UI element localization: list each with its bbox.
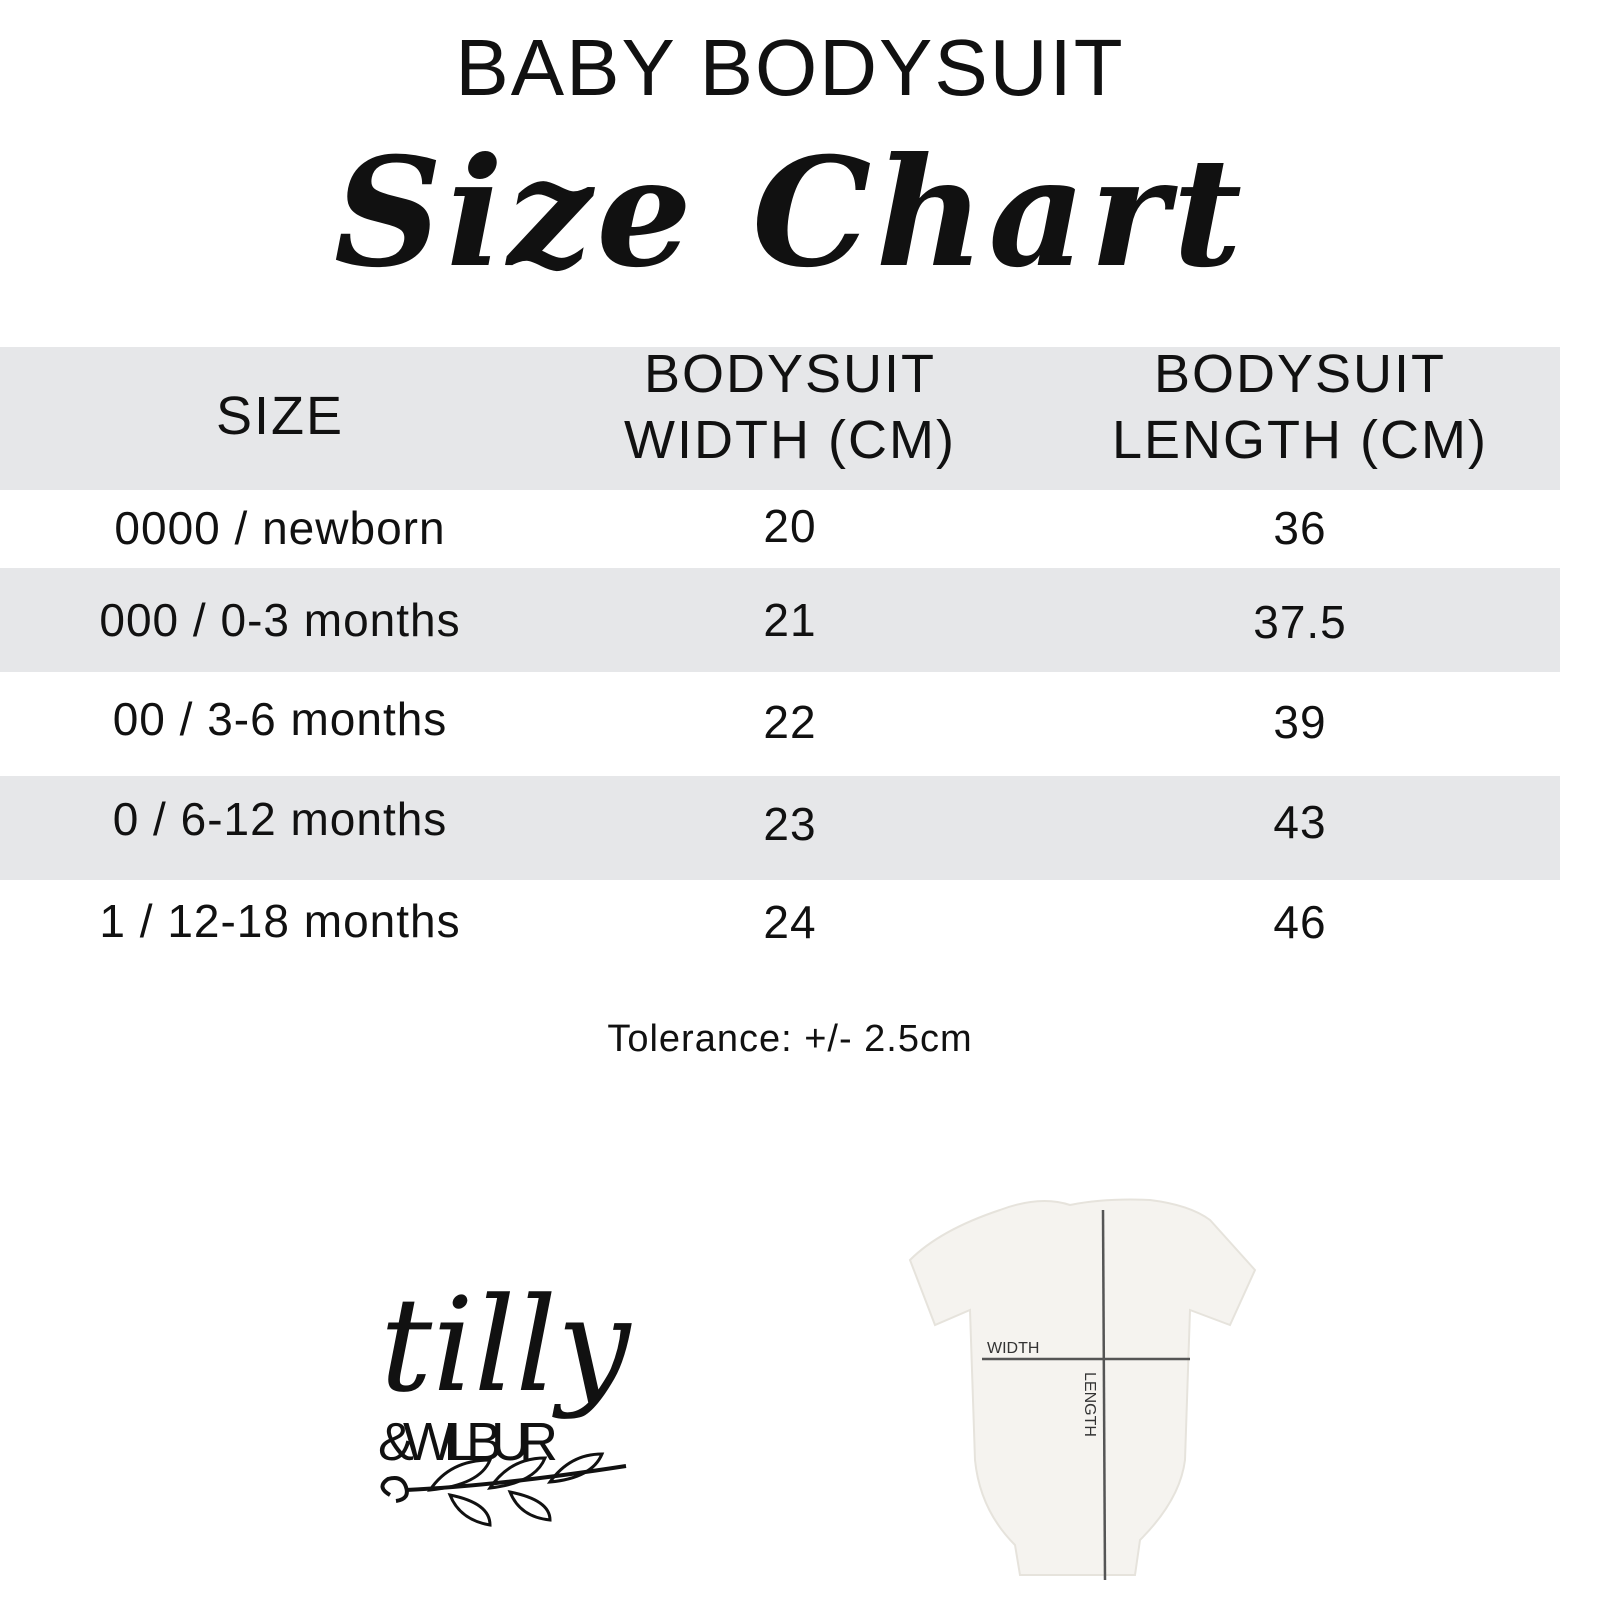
width-cell: 21 [763, 594, 817, 646]
width-cell: 22 [763, 696, 817, 748]
size-cell: 000 / 0-3 months [99, 594, 461, 646]
length-cell: 36 [1273, 502, 1327, 554]
size-cell: 00 / 3-6 months [112, 693, 448, 745]
size-cell: 0000 / newborn [114, 502, 446, 554]
logo-script-text: tilly [380, 1269, 632, 1421]
leaf-branch-icon: tilly &WILBUR [378, 1269, 632, 1527]
length-label: LENGTH [1081, 1372, 1098, 1437]
header-length-line2: LENGTH (CM) [1112, 410, 1488, 470]
header-width-line1: BODYSUIT [643, 344, 937, 404]
brand-logo: tilly &WILBUR [360, 1250, 640, 1540]
bodysuit-shape [908, 1198, 1257, 1576]
bodysuit-diagram: WIDTH LENGTH [890, 1160, 1270, 1581]
header-size: SIZE [215, 386, 345, 446]
page-title: BABY BODYSUIT [455, 23, 1125, 112]
length-cell: 39 [1273, 696, 1327, 748]
row-band [0, 568, 1560, 672]
length-line [1101, 1209, 1107, 1581]
length-cell: 43 [1273, 796, 1327, 848]
width-cell: 23 [763, 798, 817, 850]
header-width-line2: WIDTH (CM) [624, 410, 956, 470]
page-subtitle: Size Chart [333, 125, 1247, 301]
width-cell: 24 [763, 896, 817, 948]
table-header-band [0, 347, 1560, 490]
size-cell: 0 / 6-12 months [112, 793, 448, 845]
header-length-line1: BODYSUIT [1153, 344, 1447, 404]
length-cell: 37.5 [1253, 596, 1347, 648]
length-cell: 46 [1273, 896, 1327, 948]
width-label: WIDTH [987, 1340, 1039, 1357]
width-cell: 20 [763, 500, 817, 552]
tolerance-note: Tolerance: +/- 2.5cm [607, 1018, 973, 1060]
size-cell: 1 / 12-18 months [99, 895, 461, 947]
row-band [0, 776, 1560, 880]
